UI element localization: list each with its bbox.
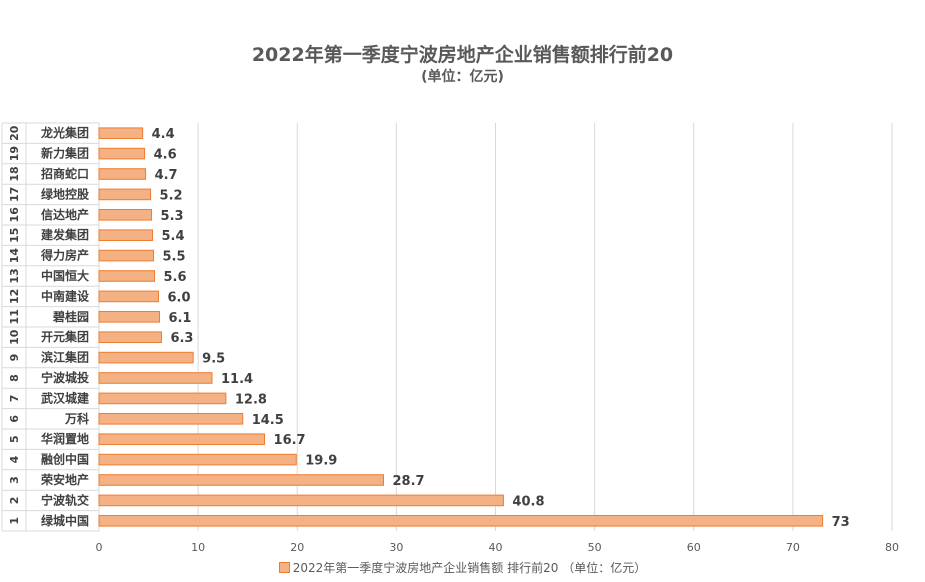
x-tick-label: 20 — [290, 541, 304, 554]
data-label: 6.3 — [170, 331, 193, 346]
category-label: 万科 — [64, 411, 89, 426]
category-label: 信达地产 — [41, 207, 89, 222]
category-label: 融创中国 — [41, 452, 89, 467]
data-label: 4.7 — [155, 168, 178, 183]
chart-subtitle: (单位：亿元) — [421, 69, 504, 85]
bar — [98, 188, 152, 201]
data-label: 16.7 — [274, 433, 306, 448]
rank-label: 19 — [8, 146, 21, 161]
category-label: 武汉城建 — [41, 390, 90, 405]
rank-label: 11 — [8, 309, 21, 324]
rank-label: 9 — [8, 354, 21, 362]
rank-label: 16 — [8, 207, 21, 223]
bar — [98, 147, 146, 160]
category-label: 建发集团 — [40, 227, 89, 242]
category-label: 绿城中国 — [41, 513, 89, 528]
data-label: 12.8 — [235, 392, 267, 407]
data-label: 11.4 — [221, 372, 253, 387]
bar — [98, 494, 504, 507]
category-label: 招商蛇口 — [41, 166, 89, 181]
category-label: 华润置地 — [41, 431, 89, 446]
bar — [98, 453, 297, 466]
x-tick-label: 10 — [191, 541, 205, 554]
rank-label: 6 — [8, 415, 21, 423]
x-tick-label: 40 — [489, 541, 503, 554]
data-label: 5.2 — [160, 188, 183, 203]
rank-label: 10 — [8, 329, 21, 345]
x-tick-label: 30 — [389, 541, 403, 554]
x-tick-label: 0 — [96, 541, 103, 554]
rank-label: 2 — [8, 497, 21, 505]
data-label: 5.4 — [162, 229, 185, 244]
data-label: 4.4 — [152, 127, 175, 142]
rank-label: 3 — [8, 476, 21, 484]
rank-label: 5 — [8, 435, 21, 443]
category-label: 中国恒大 — [41, 268, 89, 283]
bar — [98, 249, 155, 262]
x-tick-label: 70 — [786, 541, 800, 554]
bar — [98, 474, 384, 486]
rank-label: 15 — [8, 228, 21, 243]
x-tick-label: 50 — [588, 541, 602, 554]
category-label: 得力房产 — [40, 248, 89, 263]
data-label: 9.5 — [202, 352, 225, 367]
chart-title: 2022年第一季度宁波房地产企业销售额排行前20 — [251, 44, 674, 66]
bar — [98, 392, 227, 405]
bar — [98, 168, 147, 180]
data-label: 19.9 — [305, 454, 337, 469]
bar — [98, 351, 194, 364]
category-label: 宁波城投 — [41, 370, 89, 385]
bar — [98, 310, 160, 323]
category-label: 中南建设 — [41, 288, 90, 303]
x-tick-label: 60 — [687, 541, 701, 554]
data-label: 6.0 — [167, 290, 190, 305]
data-label: 4.6 — [154, 148, 177, 163]
bar — [98, 412, 244, 425]
bar — [98, 433, 266, 446]
rank-label: 7 — [8, 395, 21, 403]
data-label: 5.6 — [164, 270, 187, 285]
bar-chart: 0 10 20 30 40 50 60 70 80 1 绿城中国 73 2 宁波轨交 40.8 3 荣安地产 28… — [1, 122, 899, 554]
legend: 2022年第一季度宁波房地产企业销售额 排行前20 （单位：亿元） — [0, 559, 925, 576]
data-label: 73 — [832, 515, 850, 530]
category-label: 龙光集团 — [41, 125, 89, 140]
bar — [98, 229, 154, 242]
category-label: 新力集团 — [41, 146, 89, 161]
data-label: 40.8 — [512, 494, 544, 509]
data-label: 14.5 — [252, 413, 284, 428]
bar — [98, 290, 159, 303]
rank-label: 4 — [8, 455, 21, 463]
legend-swatch — [278, 562, 290, 573]
rank-label: 13 — [8, 268, 21, 283]
rank-label: 17 — [8, 187, 21, 202]
category-label: 绿地控股 — [41, 186, 90, 201]
bar — [98, 270, 156, 282]
category-label: 荣安地产 — [40, 472, 89, 487]
rank-label: 1 — [8, 517, 21, 525]
category-label: 碧桂园 — [52, 309, 89, 324]
data-label: 5.5 — [163, 250, 186, 265]
bar — [98, 514, 824, 527]
rank-label: 8 — [8, 374, 21, 382]
bar — [98, 127, 144, 140]
rank-label: 12 — [8, 289, 21, 304]
legend-label: 2022年第一季度宁波房地产企业销售额 排行前20 （单位：亿元） — [292, 561, 647, 575]
x-tick-label: 80 — [885, 541, 899, 554]
data-label: 5.3 — [161, 209, 184, 224]
rank-label: 14 — [8, 248, 21, 264]
rank-label: 18 — [8, 166, 21, 181]
rank-label: 20 — [8, 125, 21, 141]
category-label: 宁波轨交 — [41, 492, 89, 507]
bar — [98, 208, 153, 221]
bar — [98, 372, 213, 384]
category-label: 开元集团 — [41, 329, 89, 344]
bar — [98, 331, 162, 344]
category-label: 滨江集团 — [41, 350, 89, 365]
data-label: 6.1 — [168, 311, 191, 326]
data-label: 28.7 — [392, 474, 424, 489]
